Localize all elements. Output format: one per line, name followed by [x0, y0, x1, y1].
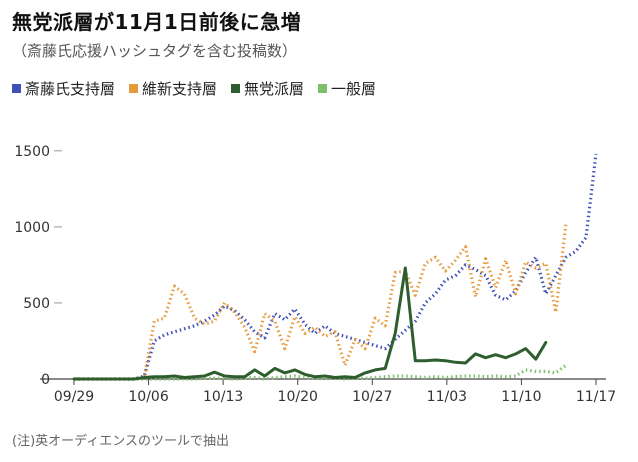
legend-item-supporters: 斎藤氏支持層 [12, 78, 115, 99]
x-tick-label: 09/29 [54, 389, 94, 405]
x-tick-label: 10/20 [278, 389, 318, 405]
x-tick-label: 11/10 [501, 389, 541, 405]
y-tick-label: 0 [41, 372, 50, 388]
series-line-1 [74, 223, 568, 381]
series-line-2 [72, 266, 548, 381]
y-tick-label: 1500 [14, 144, 50, 160]
legend-swatch-independent [231, 84, 241, 93]
legend-label-ishin: 維新支持層 [142, 80, 218, 98]
source-note: (注)英オーディエンスのツールで抽出 [12, 434, 229, 449]
legend-swatch-ishin [129, 84, 139, 93]
chart-subtitle: （斎藤氏応援ハッシュタグを含む投稿数） [12, 42, 298, 60]
x-tick-label: 10/27 [352, 389, 392, 405]
chart-lines [72, 153, 598, 381]
legend-label-supporters: 斎藤氏支持層 [25, 80, 116, 98]
x-tick-label: 11/03 [427, 389, 467, 405]
legend-item-general: 一般層 [318, 78, 376, 99]
y-tick-label: 1000 [14, 220, 50, 236]
x-tick-label: 10/06 [128, 389, 168, 405]
y-tick-label: 500 [23, 296, 50, 312]
legend-label-independent: 無党派層 [244, 80, 305, 98]
legend-item-independent: 無党派層 [231, 78, 304, 99]
legend-swatch-supporters [12, 84, 21, 93]
legend-swatch-general [318, 84, 328, 93]
chart-legend: 斎藤氏支持層 維新支持層 無党派層 一般層 [12, 78, 390, 99]
x-tick-label: 10/13 [203, 389, 243, 405]
series-line-3 [74, 364, 567, 381]
legend-item-ishin: 維新支持層 [129, 78, 217, 99]
chart-axes: 0 500 1000 1500 09/29 10/06 10/13 10/20 10/27 11/… [14, 144, 616, 405]
series-line-0 [74, 153, 598, 381]
chart-title: 無党派層が11月1日前後に急増 [12, 10, 302, 34]
legend-label-general: 一般層 [331, 80, 377, 98]
x-tick-label: 11/17 [576, 389, 616, 405]
